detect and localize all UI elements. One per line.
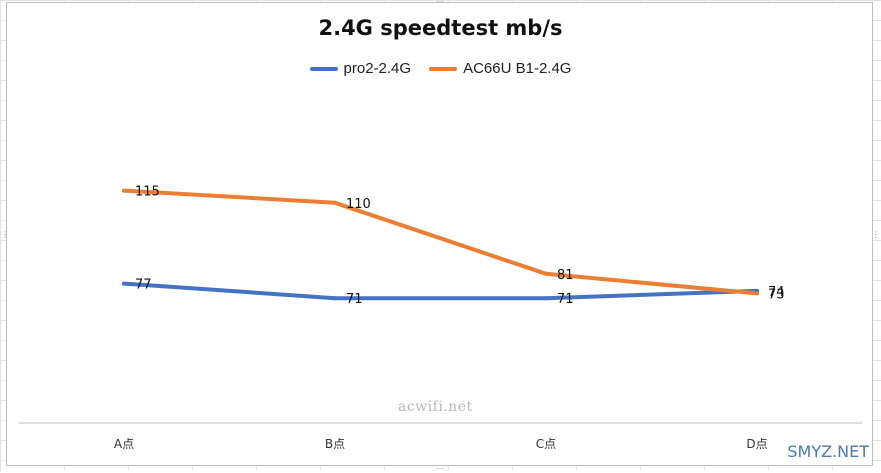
legend-item-series-1: AC66U B1-2.4G xyxy=(429,60,571,77)
x-tick-label-0: A点 xyxy=(114,437,134,451)
x-tick-label-2: C点 xyxy=(536,437,556,451)
data-label-s0-1: 71 xyxy=(346,292,363,307)
data-label-s0-0: 77 xyxy=(135,278,152,293)
resize-handle-top[interactable]: ⋯ xyxy=(436,0,444,6)
watermark-text: acwifi.net xyxy=(398,399,473,415)
data-label-s1-3: 73 xyxy=(768,287,785,302)
series-line-0 xyxy=(122,281,759,301)
data-point-s0-0 xyxy=(122,281,126,286)
data-point-s1-2 xyxy=(544,271,548,276)
data-point-s1-0 xyxy=(122,188,126,193)
chart-legend: pro2-2.4G AC66U B1-2.4G xyxy=(0,60,881,77)
data-label-s1-2: 81 xyxy=(557,268,574,283)
chart-title: 2.4G speedtest mb/s xyxy=(318,16,563,40)
legend-label-series-0: pro2-2.4G xyxy=(343,60,412,77)
data-point-s0-2 xyxy=(544,296,548,301)
series-line-1 xyxy=(122,188,759,296)
resize-handle-left[interactable]: ⋮ xyxy=(1,230,9,239)
x-tick-label-1: B点 xyxy=(325,437,345,451)
resize-handle-bottom[interactable]: ⋯ xyxy=(436,464,444,473)
resize-handle-right[interactable]: ⋮ xyxy=(872,230,880,239)
data-label-s1-0: 115 xyxy=(135,185,160,200)
chart-frame[interactable] xyxy=(6,2,873,466)
data-point-s1-1 xyxy=(333,200,337,205)
legend-swatch-series-1 xyxy=(429,66,458,71)
brand-watermark: SMYZ.NET xyxy=(787,442,869,461)
data-label-s0-2: 71 xyxy=(557,292,574,307)
legend-label-series-1: AC66U B1-2.4G xyxy=(463,60,572,77)
data-point-s1-3 xyxy=(755,291,759,296)
data-label-s0-3: 74 xyxy=(768,285,785,300)
legend-swatch-series-0 xyxy=(309,66,338,71)
legend-item-series-0: pro2-2.4G xyxy=(309,60,412,77)
data-label-s1-1: 110 xyxy=(346,197,371,212)
x-tick-label-3: D点 xyxy=(746,437,767,451)
data-point-s0-1 xyxy=(333,296,337,301)
